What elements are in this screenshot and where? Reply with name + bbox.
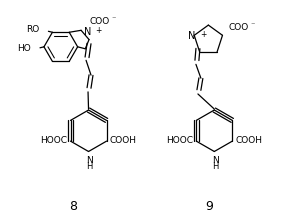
Text: COO: COO <box>228 23 249 32</box>
Text: N: N <box>212 156 219 166</box>
Text: N: N <box>84 27 92 37</box>
Text: +: + <box>200 30 206 39</box>
Text: RO: RO <box>26 25 39 34</box>
Text: COOH: COOH <box>235 136 262 145</box>
Text: ⁻: ⁻ <box>112 14 116 23</box>
Text: 9: 9 <box>205 200 213 213</box>
Text: COOH: COOH <box>110 136 136 145</box>
Text: 8: 8 <box>69 200 77 213</box>
Text: N: N <box>86 156 93 166</box>
Text: H: H <box>86 162 93 171</box>
Text: HO: HO <box>17 44 31 53</box>
Text: COO: COO <box>90 17 110 26</box>
Text: HOOC: HOOC <box>41 136 67 145</box>
Text: H: H <box>212 162 219 171</box>
Text: N: N <box>188 31 195 41</box>
Text: +: + <box>95 26 101 35</box>
Text: ⁻: ⁻ <box>250 20 255 29</box>
Text: HOOC: HOOC <box>166 136 193 145</box>
